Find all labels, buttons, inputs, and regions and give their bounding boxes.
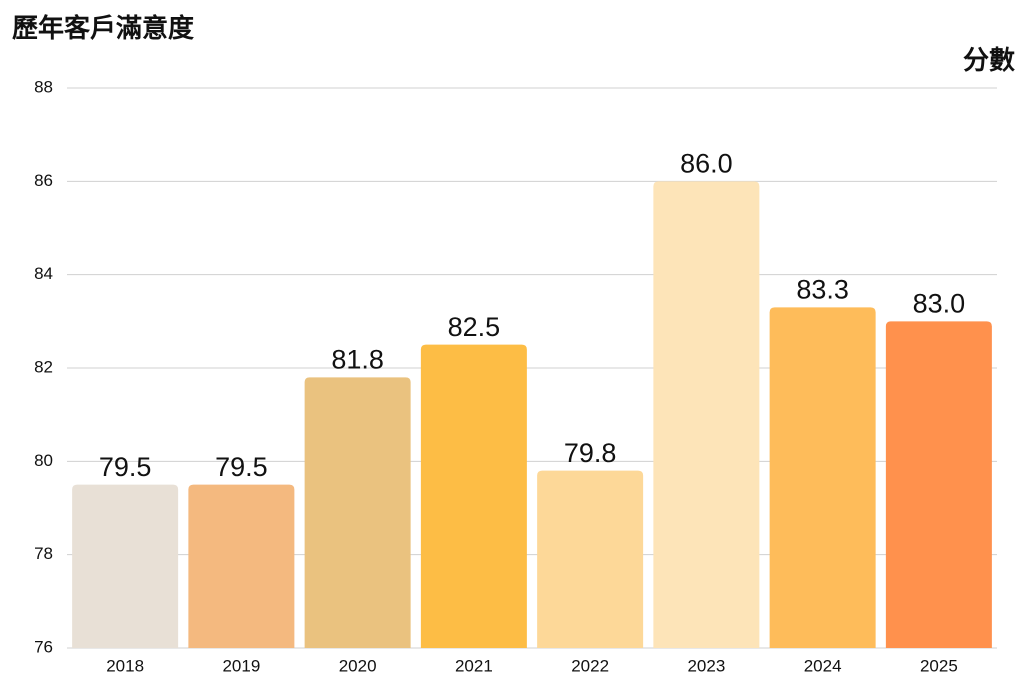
bar — [304, 377, 411, 648]
bar — [537, 470, 644, 648]
x-tick-label: 2024 — [804, 656, 842, 675]
y-tick-label: 82 — [34, 357, 53, 376]
value-label: 82.5 — [448, 312, 501, 342]
x-tick-label: 2022 — [571, 656, 609, 675]
x-tick-label: 2018 — [106, 656, 144, 675]
y-tick-label: 88 — [34, 77, 53, 96]
bar — [885, 321, 992, 648]
bar — [420, 344, 527, 648]
bar — [72, 484, 179, 648]
x-tick-label: 2023 — [687, 656, 725, 675]
value-label: 83.3 — [796, 274, 849, 304]
x-tick-label: 2019 — [222, 656, 260, 675]
x-tick-label: 2020 — [339, 656, 377, 675]
value-label: 79.8 — [564, 438, 617, 468]
y-tick-label: 84 — [34, 264, 53, 283]
y-tick-label: 78 — [34, 544, 53, 563]
x-tick-label: 2025 — [920, 656, 958, 675]
y-tick-label: 86 — [34, 171, 53, 190]
y-tick-label: 76 — [34, 637, 53, 656]
value-label: 81.8 — [331, 344, 384, 374]
bar — [769, 307, 876, 648]
bar — [188, 484, 295, 648]
value-label: 86.0 — [680, 148, 733, 178]
bar — [653, 181, 760, 649]
value-label: 79.5 — [215, 452, 268, 482]
value-label: 79.5 — [99, 452, 152, 482]
value-label: 83.0 — [913, 288, 966, 318]
chart-title: 歷年客戶滿意度 — [12, 13, 194, 43]
y-tick-label: 80 — [34, 451, 53, 470]
x-tick-label: 2021 — [455, 656, 493, 675]
y-axis-label: 分數 — [963, 45, 1015, 75]
